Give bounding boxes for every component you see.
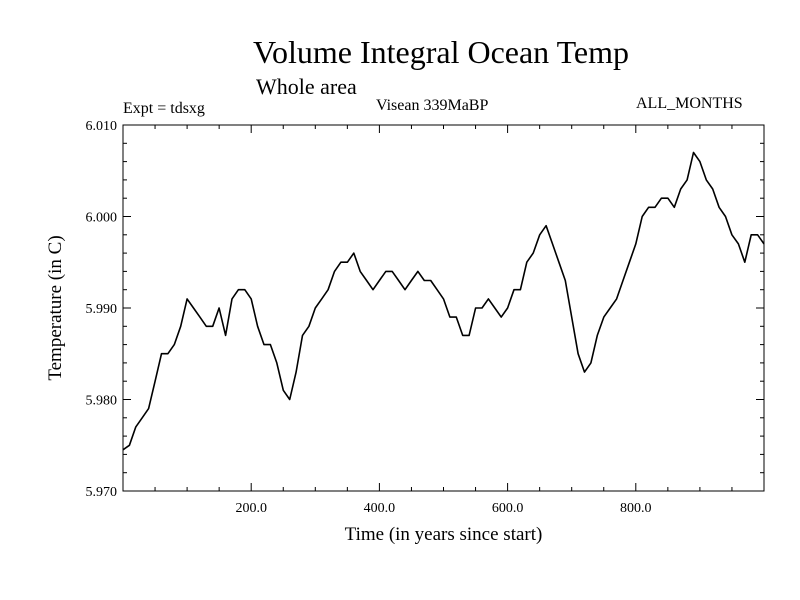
plot-area-frame [122,124,765,492]
x-tick-label: 600.0 [492,501,524,516]
y-tick-label: 5.980 [86,394,118,409]
chart-title: Volume Integral Ocean Temp [252,34,629,70]
y-tick-label: 5.970 [86,485,118,500]
temperature-series-line [122,151,765,451]
y-axis-label: Temperature (in C) [45,235,66,381]
period-label: Visean 339MaBP [376,97,489,114]
x-axis-label: Time (in years since start) [344,524,543,545]
x-tick-label: 200.0 [235,501,267,516]
y-tick-label: 5.990 [86,302,118,317]
experiment-label: Expt = tdsxg [123,100,205,117]
x-tick-label: 800.0 [620,501,652,516]
y-tick-label: 6.010 [86,119,118,134]
x-tick-label: 400.0 [364,501,396,516]
y-tick-label: 6.000 [86,211,118,226]
months-label: ALL_MONTHS [636,95,743,112]
chart-subtitle: Whole area [256,74,357,99]
